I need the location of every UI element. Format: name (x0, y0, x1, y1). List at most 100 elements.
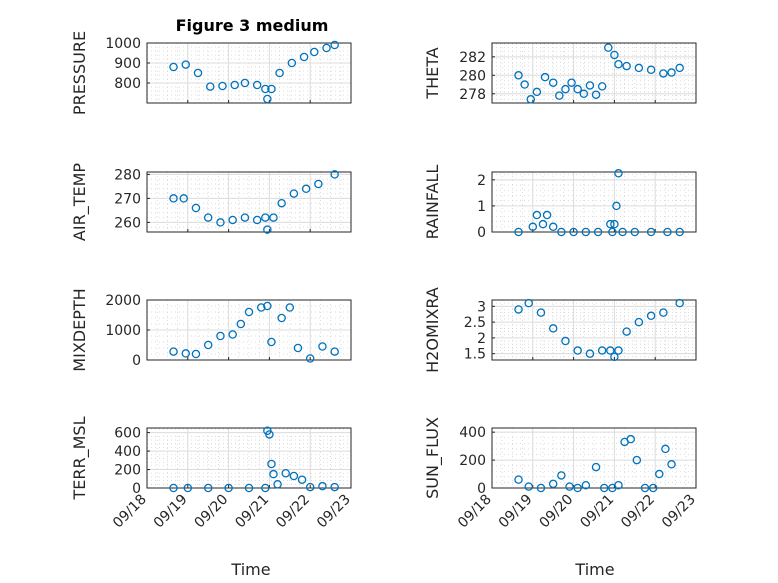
data-point (293, 343, 303, 353)
data-point (261, 84, 270, 94)
data-point (265, 430, 274, 439)
data-point (663, 227, 672, 237)
y-tick-label: 280 (459, 68, 486, 84)
data-point (675, 227, 684, 237)
data-point (216, 331, 225, 341)
data-point (330, 40, 339, 50)
y-tick-label: 0 (477, 481, 486, 497)
data-point (622, 327, 631, 336)
data-point (330, 482, 339, 492)
data-point (514, 475, 523, 484)
y-tick-label: 278 (459, 87, 486, 103)
data-point (536, 483, 546, 493)
y-axis-label: PRESSURE (70, 31, 89, 115)
data-point (514, 305, 523, 314)
x-tick-label: 09/19 (151, 492, 191, 532)
data-point (597, 346, 607, 355)
axes-box (491, 42, 697, 104)
data-point (614, 59, 623, 69)
data-point (632, 455, 642, 465)
x-tick-label: 09/20 (537, 492, 577, 532)
data-point (561, 336, 570, 346)
data-point (305, 354, 315, 363)
subplot-4: 0 1 2 RAINFALL (423, 165, 697, 241)
y-tick-label: 282 (459, 50, 486, 66)
y-tick-label: 1 (477, 199, 486, 215)
data-point (593, 227, 603, 237)
data-point (181, 349, 191, 358)
data-point (216, 218, 225, 227)
data-point (536, 308, 546, 317)
data-point (640, 483, 650, 493)
y-tick-label: 400 (459, 425, 486, 441)
data-point (169, 483, 178, 493)
y-tick-label: 270 (114, 191, 141, 207)
data-point (661, 444, 670, 454)
data-point (191, 203, 201, 213)
data-point (634, 317, 644, 327)
data-point (203, 213, 213, 222)
data-point (646, 227, 656, 237)
y-tick-label: 2 (477, 331, 486, 347)
data-point (646, 65, 656, 75)
data-point (330, 347, 339, 356)
data-point (267, 84, 276, 94)
x-tick-label: 09/21 (577, 492, 617, 532)
y-axis-label: AIR_TEMP (70, 163, 90, 241)
x-tick-label: 09/22 (618, 492, 658, 532)
data-point (252, 215, 262, 225)
y-tick-label: 2000 (105, 293, 141, 309)
data-point (299, 52, 309, 62)
data-point (261, 483, 270, 493)
y-axis-label: SUN_FLUX (423, 417, 443, 499)
subplot-8: 0 200 400 09/18 09/19 09/20 09/21 09/22 09/23 SUN… (423, 417, 699, 531)
data-point (585, 81, 595, 90)
data-point (310, 47, 319, 57)
data-point (514, 71, 523, 80)
data-point (179, 194, 188, 203)
y-tick-label: 1000 (105, 323, 141, 339)
data-point (659, 69, 668, 78)
data-point (273, 480, 282, 489)
x-tick-label: 09/23 (659, 492, 699, 532)
data-point (557, 227, 566, 237)
y-tick-label: 0 (477, 225, 486, 241)
data-point (275, 68, 284, 78)
y-tick-label: 1000 (105, 36, 141, 52)
data-point (646, 311, 656, 321)
y-tick-label: 800 (114, 76, 141, 92)
data-point (267, 459, 276, 469)
data-point (548, 78, 558, 87)
data-point (610, 352, 619, 362)
figure-title: Figure 3 medium (176, 16, 329, 35)
data-point (305, 482, 315, 492)
x-axis-label-left: Time (230, 560, 270, 579)
subplot-1: 800 900 1000 PRESSURE (70, 31, 352, 115)
axes-box (491, 299, 697, 361)
data-point (193, 68, 203, 78)
data-point (169, 194, 178, 203)
y-tick-label: 0 (132, 353, 141, 369)
data-point (538, 219, 548, 229)
data-point (585, 349, 595, 358)
y-tick-label: 200 (459, 453, 486, 469)
data-point (542, 210, 552, 220)
data-point (599, 483, 609, 493)
data-point (610, 50, 619, 60)
data-point (606, 219, 615, 229)
data-point (322, 43, 331, 53)
x-tick-label: 09/19 (496, 492, 536, 532)
data-point (228, 330, 237, 339)
data-point (675, 298, 684, 308)
data-point (614, 480, 623, 490)
y-axis-label: TERR_MSL (70, 416, 90, 500)
y-tick-label: 0 (132, 481, 141, 497)
y-tick-label: 260 (114, 215, 141, 231)
data-point (612, 201, 621, 211)
x-tick-label: 09/23 (314, 492, 354, 532)
data-point (573, 84, 582, 94)
y-axis-label: RAINFALL (423, 165, 442, 240)
data-point (269, 213, 278, 222)
data-point (277, 198, 286, 208)
data-point (524, 298, 533, 308)
